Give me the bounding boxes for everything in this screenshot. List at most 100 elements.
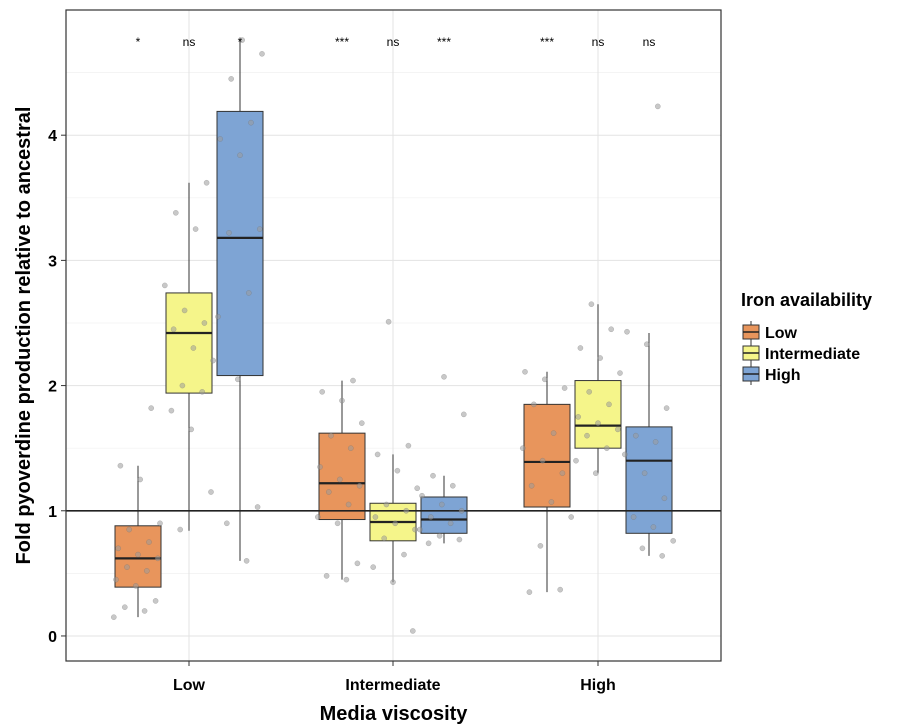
- y-tick-label: 0: [48, 629, 57, 646]
- box-low-high: [523, 371, 571, 593]
- data-point: [141, 608, 148, 614]
- data-point: [608, 326, 615, 333]
- data-point: [259, 50, 265, 57]
- data-point: [347, 445, 354, 452]
- data-point: [137, 476, 144, 483]
- data-point: [436, 532, 443, 539]
- data-point: [405, 442, 412, 449]
- data-point: [425, 540, 432, 547]
- data-point: [661, 495, 668, 502]
- data-point: [392, 520, 399, 527]
- data-point: [339, 397, 345, 404]
- data-point: [597, 355, 604, 361]
- data-point: [199, 388, 206, 395]
- data-point: [573, 457, 579, 464]
- data-point: [336, 476, 343, 483]
- box-iqr: [420, 496, 468, 534]
- data-point: [530, 401, 537, 408]
- data-point: [172, 209, 179, 216]
- data-point: [641, 470, 648, 477]
- data-point: [550, 430, 557, 436]
- data-point: [115, 545, 122, 552]
- data-point: [427, 514, 434, 520]
- y-tick-label: 4: [48, 128, 57, 145]
- data-point: [606, 401, 612, 408]
- data-point: [528, 482, 535, 489]
- significance-label: *: [238, 35, 243, 49]
- data-point: [659, 552, 666, 559]
- data-point: [394, 467, 401, 474]
- data-point: [519, 445, 526, 452]
- data-point: [152, 598, 159, 604]
- data-point: [314, 514, 321, 520]
- data-point: [245, 290, 252, 296]
- data-point: [584, 432, 590, 439]
- data-point: [643, 341, 650, 348]
- data-point: [372, 514, 379, 520]
- data-point: [239, 37, 246, 43]
- data-point: [592, 470, 599, 477]
- data-point: [522, 368, 528, 375]
- data-point: [179, 382, 186, 389]
- data-point: [256, 226, 263, 232]
- significance-label: ns: [643, 35, 656, 49]
- data-point: [663, 405, 670, 411]
- data-point: [595, 420, 601, 426]
- data-point: [414, 485, 421, 492]
- data-point: [374, 451, 381, 458]
- data-point: [460, 411, 467, 418]
- data-point: [403, 507, 410, 514]
- data-point: [217, 136, 224, 142]
- data-point: [317, 464, 323, 470]
- data-point: [226, 229, 232, 236]
- data-point: [177, 526, 184, 533]
- data-point: [559, 470, 566, 477]
- data-point: [632, 432, 639, 439]
- box-low-low: [114, 465, 162, 618]
- significance-label: ***: [437, 35, 451, 49]
- data-point: [135, 551, 141, 558]
- data-point: [113, 576, 119, 583]
- data-point: [168, 407, 175, 414]
- data-point: [401, 551, 407, 558]
- legend-label-high: High: [765, 367, 801, 384]
- data-point: [586, 388, 593, 395]
- data-point: [412, 526, 418, 533]
- data-point: [192, 226, 199, 232]
- legend-key-low: [742, 321, 760, 343]
- data-point: [621, 451, 628, 458]
- data-point: [430, 472, 436, 479]
- significance-label: ns: [592, 35, 605, 49]
- data-point: [639, 545, 646, 552]
- legend-title: Iron availability: [741, 290, 872, 310]
- x-axis: Low Intermediate High: [173, 661, 616, 694]
- data-point: [458, 507, 465, 514]
- data-point: [456, 536, 463, 543]
- data-point: [650, 524, 657, 530]
- data-point: [354, 560, 361, 567]
- data-point: [146, 539, 152, 545]
- data-point: [328, 432, 334, 439]
- data-point: [243, 557, 250, 564]
- x-tick-label: Low: [173, 677, 206, 694]
- data-point: [323, 573, 330, 579]
- box-iqr: [523, 403, 571, 508]
- data-point: [588, 301, 595, 308]
- data-point: [654, 103, 661, 110]
- data-point: [188, 426, 195, 433]
- y-tick-label: 3: [48, 253, 57, 270]
- significance-label: ***: [335, 35, 349, 49]
- significance-label: *: [136, 35, 141, 49]
- box-low-intermediate: [318, 380, 366, 580]
- data-point: [325, 489, 332, 495]
- box-iqr: [574, 380, 622, 449]
- data-point: [117, 462, 124, 469]
- box-intermediate-high: [574, 304, 622, 474]
- data-point: [447, 520, 454, 527]
- data-point: [334, 520, 341, 527]
- data-point: [358, 420, 365, 426]
- data-point: [438, 501, 445, 508]
- data-point: [157, 520, 163, 527]
- data-point: [210, 357, 217, 364]
- data-point: [228, 76, 235, 82]
